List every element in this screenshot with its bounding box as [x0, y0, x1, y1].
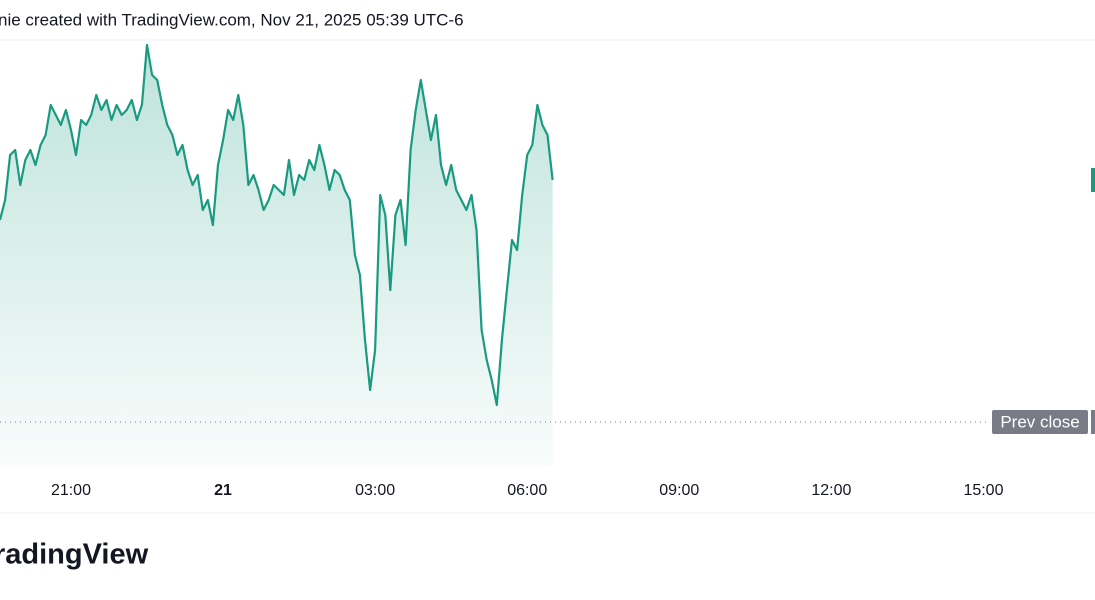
x-tick-label: 03:00: [355, 482, 395, 499]
x-tick-label: 12:00: [811, 482, 851, 499]
x-tick-label: 21:00: [51, 482, 91, 499]
last-price-marker: [1091, 168, 1095, 192]
x-tick-label: 21: [214, 482, 232, 499]
price-line: [0, 43, 554, 407]
header-text: nie created with TradingView.com, Nov 21…: [0, 10, 464, 29]
x-tick-label: 15:00: [963, 482, 1003, 499]
area-fill: [0, 45, 553, 465]
prev-close-label: Prev close: [1000, 412, 1079, 431]
x-tick-label: 09:00: [659, 482, 699, 499]
x-tick-label: 06:00: [507, 482, 547, 499]
plot: [0, 43, 554, 465]
logo: radingView: [0, 539, 149, 571]
prev-close-badge: [992, 410, 1088, 434]
prev-close-badge-edge: [1091, 410, 1095, 434]
